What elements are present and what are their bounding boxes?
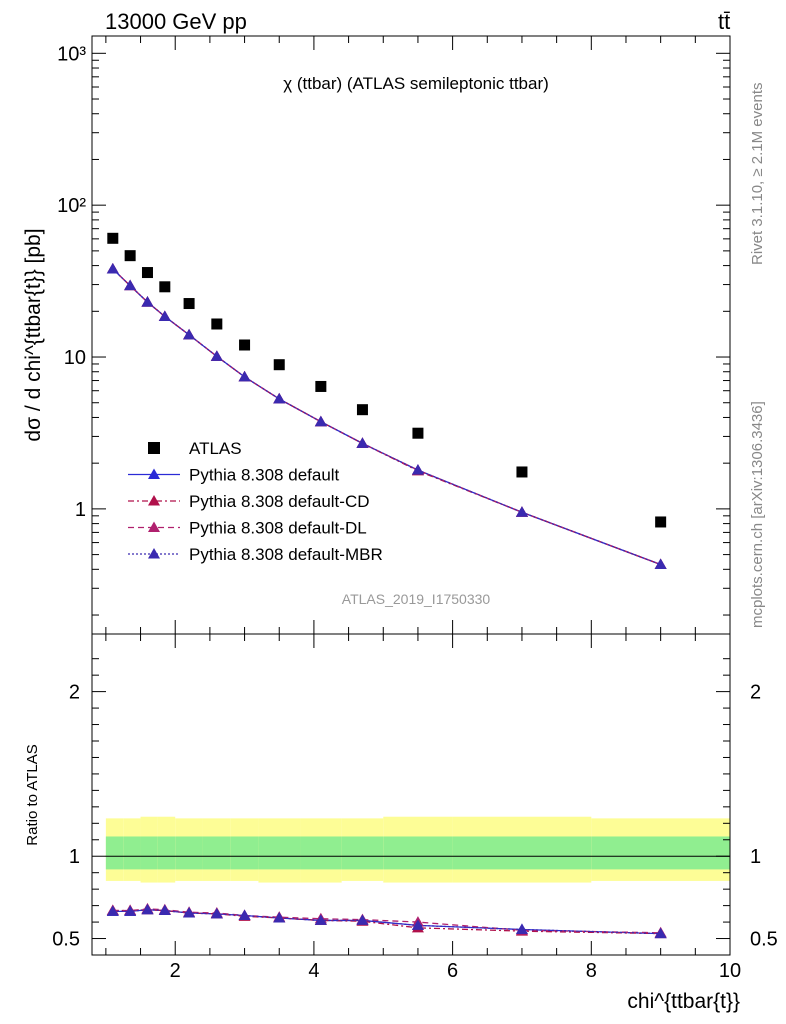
x-tick-label: 6 [447, 960, 458, 982]
ratio-uncertainty-band [105, 816, 730, 883]
atlas-data-point [315, 380, 327, 392]
atlas-data-point [124, 250, 136, 262]
legend-marker [148, 468, 160, 479]
main-y-axis-label: dσ / d chi^{ttbar{t}} [pb] [22, 228, 45, 441]
atlas-data-point [159, 281, 171, 293]
mc-series-point [273, 392, 286, 404]
band-inner [175, 836, 203, 870]
ratio-plot-area: 0.5 0.5 1 1 2 2 2 4 6 8 10 Ratio to ATLAS chi^{ttb… [24, 633, 778, 1013]
legend-label: Pythia 8.308 default-CD [189, 492, 370, 511]
mc-series-point [141, 296, 154, 307]
ratio-series-point [654, 927, 667, 939]
band-inner [341, 836, 384, 870]
ratio-series-point [141, 903, 154, 915]
mc-series-point [314, 415, 327, 427]
x-tick-label: 2 [170, 960, 181, 982]
ratio-y-tick-label: 2 [69, 682, 80, 704]
watermark-analysis-id: ATLAS_2019_I1750330 [342, 591, 491, 607]
main-title: χ (ttbar) (ATLAS semileptonic ttbar) [283, 74, 549, 93]
y-tick-label: 10³ [57, 43, 86, 65]
x-tick-label: 8 [586, 960, 597, 982]
header-channel: tt̄ [718, 9, 730, 34]
y-tick-label: 10 [64, 347, 86, 369]
ratio-y-tick-label: 0.5 [52, 929, 80, 951]
legend-label: Pythia 8.308 default [189, 466, 340, 485]
mc-series-point [356, 437, 369, 448]
x-axis-label: chi^{ttbar{t}} [627, 990, 740, 1013]
mc-series-point [124, 279, 137, 291]
atlas-data-point [107, 232, 119, 244]
ratio-series-point [273, 911, 286, 923]
ratio-series-line [112, 909, 661, 935]
ratio-series-point [210, 907, 223, 919]
mc-series-point [238, 370, 251, 382]
ratio-series-point [411, 919, 424, 930]
atlas-data-point [516, 466, 528, 478]
band-inner [123, 836, 141, 870]
band-inner [591, 836, 730, 870]
ratio-axes: 0.5 0.5 1 1 2 2 2 4 6 8 10 [52, 633, 778, 982]
atlas-data-point [211, 318, 223, 330]
main-axes: 1 10 10² 10³ [57, 35, 731, 635]
band-inner [230, 836, 259, 870]
legend-label: Pythia 8.308 default-DL [189, 519, 367, 538]
ratio-y-tick-label-right: 2 [750, 682, 761, 704]
header-process: 13000 GeV pp [105, 9, 247, 34]
x-tick-label: 10 [719, 960, 741, 982]
ratio-series-point [515, 923, 528, 934]
main-series-group [106, 232, 667, 570]
band-inner [140, 836, 158, 870]
atlas-data-point [412, 427, 424, 439]
band-inner [258, 836, 301, 870]
x-tick-label: 4 [308, 960, 319, 982]
ratio-series-point [158, 904, 171, 916]
band-inner [300, 836, 342, 870]
ratio-series-point [124, 905, 137, 916]
legend-marker [148, 495, 160, 506]
main-plot-area: ATLAS_2019_I1750330 χ (ttbar) (ATLAS sem… [22, 35, 731, 635]
legend-label: Pythia 8.308 default-MBR [189, 545, 383, 564]
mc-series-point [183, 328, 196, 340]
mcplots-label: mcplots.cern.ch [arXiv:1306.3436] [749, 401, 766, 628]
ratio-y-tick-label-right: 1 [750, 846, 761, 868]
atlas-data-point [141, 267, 153, 279]
legend-label: ATLAS [189, 439, 242, 458]
atlas-data-point [239, 339, 251, 351]
atlas-data-point [183, 298, 195, 310]
atlas-data-point [273, 359, 285, 371]
ratio-series-group [106, 902, 667, 939]
ratio-frame [91, 633, 731, 956]
legend: ATLAS Pythia 8.308 default Pythia 8.308 de… [128, 439, 383, 564]
ratio-series-point [356, 914, 369, 925]
atlas-data-point [356, 404, 368, 416]
legend-marker [148, 521, 160, 532]
atlas-data-point [655, 516, 667, 528]
ratio-series-point [314, 914, 327, 925]
y-tick-label: 1 [75, 499, 86, 521]
ratio-series-line [112, 908, 661, 934]
band-inner [202, 836, 231, 870]
ratio-y-tick-label: 1 [69, 846, 80, 868]
mc-series-point [515, 506, 528, 517]
mc-series-point [158, 310, 171, 321]
ratio-series-point [106, 905, 119, 916]
ratio-series-point [238, 909, 251, 920]
mc-series-point [106, 262, 119, 274]
ratio-series-point [183, 907, 196, 918]
mc-series-point [654, 558, 667, 570]
ratio-y-axis-label: Ratio to ATLAS [24, 744, 41, 845]
band-inner [452, 836, 592, 870]
ratio-y-tick-label-right: 0.5 [750, 929, 778, 951]
y-tick-label: 10² [57, 195, 86, 217]
mc-series-point [210, 350, 223, 361]
legend-marker [148, 442, 160, 454]
mc-series-point [411, 464, 424, 475]
legend-marker [148, 548, 160, 559]
band-inner [157, 836, 176, 870]
band-inner [383, 836, 453, 870]
rivet-version-label: Rivet 3.1.10, ≥ 2.1M events [749, 83, 766, 266]
band-inner [105, 836, 124, 870]
